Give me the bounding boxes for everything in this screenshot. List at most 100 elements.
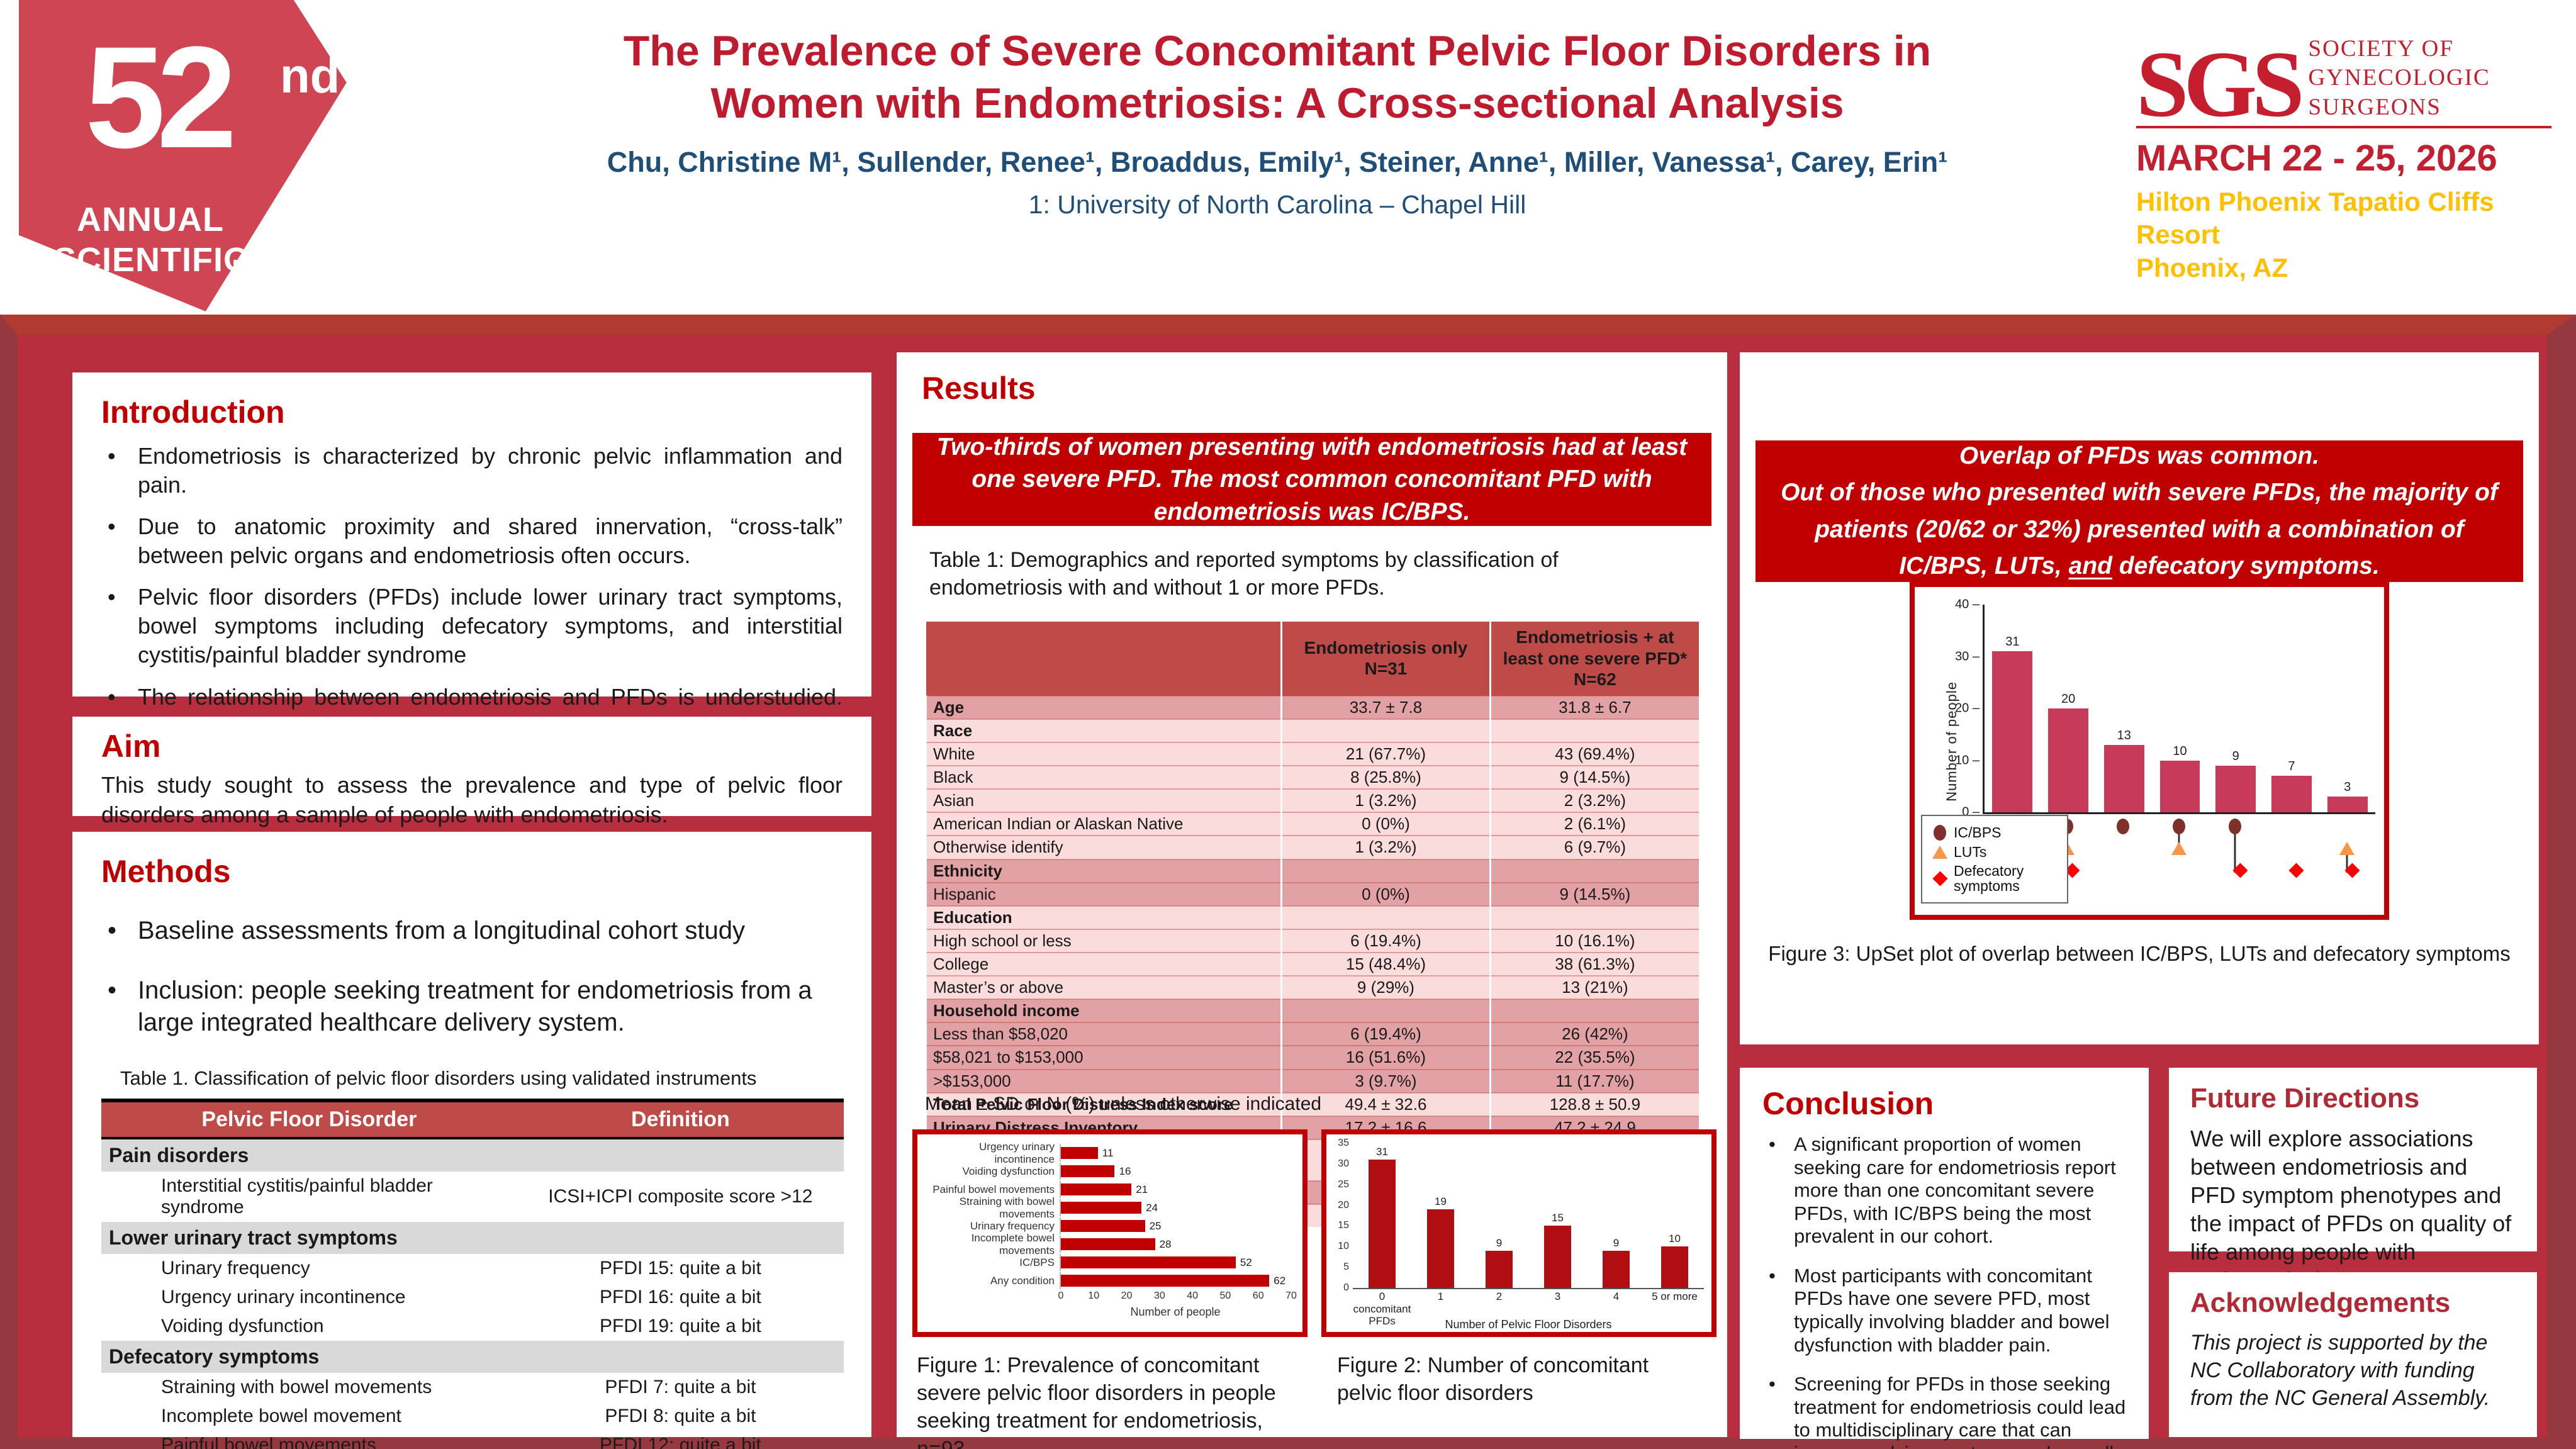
demographics-row-label: $58,021 to $153,000 bbox=[924, 1045, 1282, 1070]
demographics-row-value-endo-only: 1 (3.2%) bbox=[1280, 788, 1491, 813]
figure3-legend: IC/BPS LUTs Defecatory symptoms bbox=[1921, 815, 2068, 904]
demographics-row-value-endo-only bbox=[1280, 999, 1491, 1023]
figure3-bar-slot: 20 bbox=[2041, 605, 2097, 812]
figure3-bar-value: 7 bbox=[2288, 759, 2295, 774]
aim-title: Aim bbox=[101, 729, 161, 764]
figure3-bar-value: 13 bbox=[2117, 728, 2131, 742]
sgs-society-line2: GYNECOLOGIC SURGEONS bbox=[2308, 65, 2490, 120]
demographics-row-label: >$153,000 bbox=[924, 1068, 1282, 1093]
demographics-row-value-endo-pfd: 6 (9.7%) bbox=[1489, 835, 1699, 859]
demographics-row-value-endo-pfd: 9 (14.5%) bbox=[1489, 881, 1699, 906]
figure1-bar-row: Urinary frequency 25 bbox=[921, 1217, 1296, 1234]
classification-item-row: Painful bowel movements PFDI 12: quite a … bbox=[101, 1431, 844, 1449]
demographics-row-value-endo-pfd: 128.8 ± 50.9 bbox=[1489, 1092, 1699, 1116]
figure2-bar bbox=[1544, 1226, 1571, 1288]
sgs-society-name: SOCIETY OF GYNECOLOGIC SURGEONS bbox=[2309, 35, 2551, 122]
overlap-banner-line2: Out of those who presented with severe P… bbox=[1772, 474, 2507, 585]
figure1-x-tick: 20 bbox=[1121, 1290, 1133, 1301]
figure1-bar-value: 25 bbox=[1149, 1219, 1162, 1232]
figure1-bar-track: 21 bbox=[1060, 1181, 1296, 1198]
demographics-row-label: American Indian or Alaskan Native bbox=[924, 812, 1282, 836]
figure1-bar bbox=[1061, 1147, 1098, 1159]
classification-item-definition: PFDI 15: quite a bit bbox=[599, 1257, 761, 1278]
figure1-bar-value: 28 bbox=[1159, 1238, 1172, 1250]
figure1-category-label: Urinary frequency bbox=[970, 1219, 1055, 1232]
demographics-row-label: Total Pelvic Floor Distress Index score bbox=[924, 1092, 1282, 1116]
demographics-row-value-endo-only: 33.7 ± 7.8 bbox=[1280, 695, 1491, 719]
classification-item-row: Urinary frequency PFDI 15: quite a bit bbox=[101, 1254, 844, 1283]
figure1-bar bbox=[1061, 1275, 1270, 1287]
demographics-row: College 15 (48.4%) 38 (61.3%) bbox=[924, 951, 1699, 976]
classification-header-definition: Definition bbox=[517, 1100, 844, 1139]
demographics-row: Less than $58,020 6 (19.4%) 26 (42%) bbox=[924, 1022, 1699, 1046]
figure1-bar-value: 16 bbox=[1119, 1165, 1131, 1177]
figure2-category-label: 5 or more bbox=[1652, 1290, 1698, 1302]
venue-line2: Phoenix, AZ bbox=[2136, 252, 2288, 283]
figure2-category-label: 2 bbox=[1496, 1290, 1503, 1302]
demographics-row-value-endo-only: 49.4 ± 32.6 bbox=[1280, 1092, 1491, 1116]
demographics-row-label: High school or less bbox=[924, 928, 1282, 953]
figure2-bar bbox=[1369, 1160, 1396, 1288]
demographics-header-endo-pfd: Endometriosis + at least one severe PFD*… bbox=[1489, 622, 1699, 696]
figure2-bar-value: 10 bbox=[1669, 1233, 1681, 1245]
figure2-bar bbox=[1661, 1246, 1688, 1288]
classification-item-definition: PFDI 7: quite a bit bbox=[605, 1376, 756, 1397]
figure3-plot-area: 31 20 13 10 9 7 3 0 –10 –20 –30 –40 – bbox=[1955, 598, 2375, 819]
demographics-row-label: White bbox=[924, 741, 1282, 766]
logo-word-scientific: SCIENTIFIC bbox=[53, 241, 249, 279]
classification-item-definition: PFDI 16: quite a bit bbox=[599, 1286, 761, 1307]
figure3-legend-marker bbox=[1926, 845, 1954, 859]
demographics-row: Otherwise identify 1 (3.2%) 6 (9.7%) bbox=[924, 835, 1699, 859]
demographics-row: Total Pelvic Floor Distress Index score 4… bbox=[924, 1092, 1699, 1116]
figure3-legend-label: LUTs bbox=[1954, 844, 1987, 860]
figure2-plot: 31 19 9 15 9 10 0 5 10 15 20 25 30 35 0 concomitant PF… bbox=[1326, 1134, 1711, 1332]
demographics-row: $58,021 to $153,000 16 (51.6%) 22 (35.5%) bbox=[924, 1045, 1699, 1070]
poster-title-line2: Women with Endometriosis: A Cross-sectio… bbox=[710, 79, 1844, 127]
demographics-row-value-endo-pfd: 2 (3.2%) bbox=[1489, 788, 1699, 813]
methods-bullet: Inclusion: people seeking treatment for … bbox=[101, 975, 843, 1039]
luts-triangle-icon bbox=[1932, 845, 1947, 859]
demographics-row-value-endo-pfd: 22 (35.5%) bbox=[1489, 1045, 1699, 1070]
conclusion-title: Conclusion bbox=[1762, 1086, 1934, 1121]
figure3-bar-value: 10 bbox=[2173, 744, 2187, 758]
demographics-row-value-endo-pfd: 11 (17.7%) bbox=[1489, 1068, 1699, 1093]
figure1-category-label: Any condition bbox=[990, 1274, 1055, 1287]
acknowledgements-title: Acknowledgements bbox=[2190, 1287, 2451, 1318]
classification-item-label: Straining with bowel movements bbox=[161, 1376, 432, 1397]
figure1-category-label: Painful bowel movements bbox=[932, 1183, 1055, 1195]
demographics-row-label: Black bbox=[924, 765, 1282, 790]
figure2-bar bbox=[1427, 1209, 1454, 1288]
demographics-row-label: Asian bbox=[924, 788, 1282, 813]
logo-word-meeting: MEETING bbox=[232, 254, 364, 286]
figure2-bar-slot: 15 bbox=[1528, 1143, 1587, 1288]
conclusion-section: Conclusion A significant proportion of w… bbox=[1740, 1068, 2149, 1449]
overlap-banner-line2-pre: Out of those who presented with severe P… bbox=[1781, 479, 2498, 579]
figure1-bar-track: 16 bbox=[1060, 1163, 1296, 1180]
sgs-logo-block: SGS SOCIETY OF GYNECOLOGIC SURGEONS MARC… bbox=[2136, 35, 2551, 284]
figure3-legend-marker bbox=[1926, 871, 1954, 887]
demographics-row-label: Ethnicity bbox=[924, 858, 1282, 883]
venue-line1: Hilton Phoenix Tapatio Cliffs Resort bbox=[2136, 186, 2494, 250]
figure1-bar bbox=[1061, 1183, 1132, 1195]
aim-section: Aim This study sought to assess the prev… bbox=[72, 717, 871, 827]
demographics-row-value-endo-only: 21 (67.7%) bbox=[1280, 741, 1491, 766]
classification-item-label: Urinary frequency bbox=[161, 1257, 310, 1278]
icbps-circle-icon bbox=[1934, 825, 1946, 841]
methods-title: Methods bbox=[101, 854, 231, 889]
demographics-row-value-endo-only: 1 (3.2%) bbox=[1280, 835, 1491, 859]
logo-word-annual: ANNUAL bbox=[77, 201, 224, 238]
figure3-legend-entry: Defecatory symptoms bbox=[1926, 863, 2063, 893]
authors: Chu, Christine M¹, Sullender, Renee¹, Br… bbox=[607, 145, 1948, 178]
figure3-y-tick: 30 – bbox=[1955, 649, 1980, 663]
classification-item-label: Painful bowel movements bbox=[161, 1434, 376, 1449]
classification-section-row: Defecatory symptoms bbox=[101, 1340, 844, 1373]
figure1-caption: Figure 1: Prevalence of concomitant seve… bbox=[917, 1353, 1276, 1449]
figure3-y-tick: 10 – bbox=[1955, 753, 1980, 767]
figure1-bar bbox=[1061, 1165, 1115, 1177]
figure2-category-label: 1 bbox=[1437, 1290, 1444, 1302]
introduction-bullet: Pelvic floor disorders (PFDs) include lo… bbox=[101, 583, 843, 669]
figure1-bar-value: 24 bbox=[1146, 1201, 1158, 1214]
conclusion-bullets: A significant proportion of women seekin… bbox=[1762, 1133, 2126, 1449]
col2-header-text: Endometriosis only bbox=[1304, 637, 1468, 657]
introduction-bullet: Due to anatomic proximity and shared inn… bbox=[101, 512, 843, 570]
